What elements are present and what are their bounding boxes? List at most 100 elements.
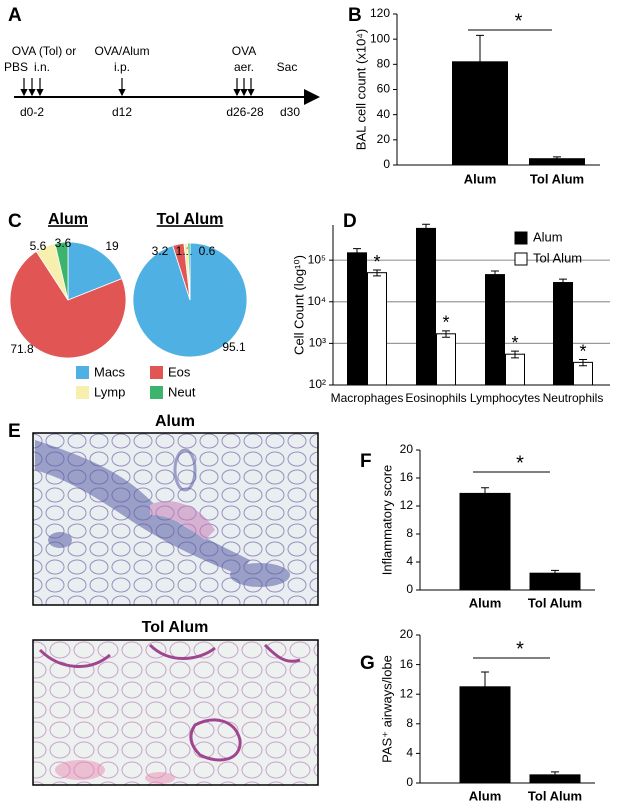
x-tick-label: Tol Alum xyxy=(530,171,584,186)
panel-label: E xyxy=(8,421,21,442)
legend-swatch xyxy=(514,231,528,245)
error-bar xyxy=(476,34,484,89)
legend-label: Lymp xyxy=(94,384,125,399)
y-tick-label: 20 xyxy=(400,442,414,456)
error-bar xyxy=(442,330,450,338)
pie-value-label: 3.2 xyxy=(152,244,169,258)
y-tick-label: 20 xyxy=(400,627,414,641)
y-axis-label: Inflammatory score xyxy=(379,465,394,576)
y-tick-label: 8 xyxy=(406,526,413,540)
bar xyxy=(553,282,573,386)
significance-star: * xyxy=(516,452,524,474)
pie-value-label: 71.8 xyxy=(10,342,34,356)
timeline xyxy=(14,78,320,105)
pie-slice xyxy=(67,241,123,301)
timeline-day: d26-28 xyxy=(226,105,264,119)
erythrocytes xyxy=(55,760,175,784)
y-tick-label: 12 xyxy=(400,686,414,700)
pie-value-label: 3.6 xyxy=(55,236,72,250)
error-bar xyxy=(579,359,587,367)
y-tick-label: 60 xyxy=(377,82,391,96)
y-tick-label: 16 xyxy=(400,657,414,671)
error-bar xyxy=(373,269,381,277)
error-bar xyxy=(481,671,489,703)
x-tick-label: Tol Alum xyxy=(528,595,582,610)
timeline-day: d0-2 xyxy=(20,105,44,119)
error-bar xyxy=(491,270,499,280)
pie-title: Tol Alum xyxy=(157,211,224,228)
timeline-label: i.n. xyxy=(34,60,50,74)
x-tick-label: Alum xyxy=(469,595,502,610)
legend-label: Tol Alum xyxy=(533,250,582,265)
legend-swatch xyxy=(76,366,89,379)
timeline-label: aer. xyxy=(234,60,254,74)
error-bar xyxy=(353,248,361,259)
legend-swatch xyxy=(150,386,163,399)
legend-label: Macs xyxy=(94,364,126,379)
legend-swatch xyxy=(514,252,528,266)
y-tick-label: 40 xyxy=(377,107,391,121)
timeline-label: i.p. xyxy=(114,60,130,74)
y-tick-label: 4 xyxy=(406,746,413,760)
y-tick-label: 10³ xyxy=(309,336,326,350)
y-tick-label: 16 xyxy=(400,470,414,484)
y-tick-label: 80 xyxy=(377,57,391,71)
y-tick-label: 10² xyxy=(309,377,326,391)
significance-star: * xyxy=(515,10,523,32)
bar xyxy=(436,333,456,386)
legend-label: Eos xyxy=(168,364,191,379)
y-tick-label: 0 xyxy=(383,157,390,171)
legend-swatch xyxy=(150,366,163,379)
pie-value-label: 5.6 xyxy=(30,239,47,253)
x-tick-label: Alum xyxy=(464,171,497,186)
panel-label: F xyxy=(360,451,372,472)
panel-label: B xyxy=(348,5,362,26)
airways xyxy=(38,643,301,762)
y-tick-label: 12 xyxy=(400,498,414,512)
pie-slice xyxy=(9,250,127,359)
y-tick-label: 4 xyxy=(406,554,413,568)
x-tick-label: Macrophages xyxy=(331,391,404,405)
pie-slice xyxy=(54,241,69,301)
error-bar xyxy=(553,156,561,162)
error-bar xyxy=(559,278,567,288)
significance-star: * xyxy=(579,341,586,361)
error-bar xyxy=(551,569,559,577)
y-axis-label: PAS⁺ airways/lobe xyxy=(379,655,394,763)
micrographs xyxy=(32,432,319,786)
error-bar xyxy=(481,487,489,500)
x-tick-label: Neutrophils xyxy=(543,391,604,405)
y-tick-label: 10⁴ xyxy=(307,294,326,308)
significance-star: * xyxy=(373,252,380,272)
panel-label: A xyxy=(8,5,22,26)
x-tick-label: Tol Alum xyxy=(528,788,582,803)
timeline-day: d12 xyxy=(112,105,132,119)
legend-swatch xyxy=(76,386,89,399)
x-tick-label: Alum xyxy=(469,788,502,803)
y-tick-label: 100 xyxy=(370,31,390,45)
significance-star: * xyxy=(511,333,518,353)
bar xyxy=(347,252,367,386)
x-tick-label: Lymphocytes xyxy=(470,391,540,405)
panel-label: D xyxy=(343,211,357,232)
timeline-label: PBS xyxy=(4,60,28,74)
error-bar xyxy=(511,350,519,359)
y-axis-label: Cell Count (log¹⁰) xyxy=(291,255,306,355)
x-tick-label: Eosinophils xyxy=(405,391,466,405)
timeline-label: OVA xyxy=(232,44,256,58)
significance-star: * xyxy=(442,313,449,333)
panel-label: C xyxy=(8,211,22,232)
image-title: Alum xyxy=(155,413,195,430)
pie-slice xyxy=(187,242,191,301)
bar xyxy=(416,227,436,386)
bar xyxy=(367,272,387,386)
image-title: Tol Alum xyxy=(142,619,209,636)
bar xyxy=(459,492,511,591)
pie-value-label: 19 xyxy=(105,239,119,253)
pie-title: Alum xyxy=(48,211,88,228)
timeline-label: OVA/Alum xyxy=(94,44,149,58)
timeline-day: d30 xyxy=(280,105,300,119)
y-tick-label: 20 xyxy=(377,132,391,146)
bar xyxy=(505,353,525,386)
